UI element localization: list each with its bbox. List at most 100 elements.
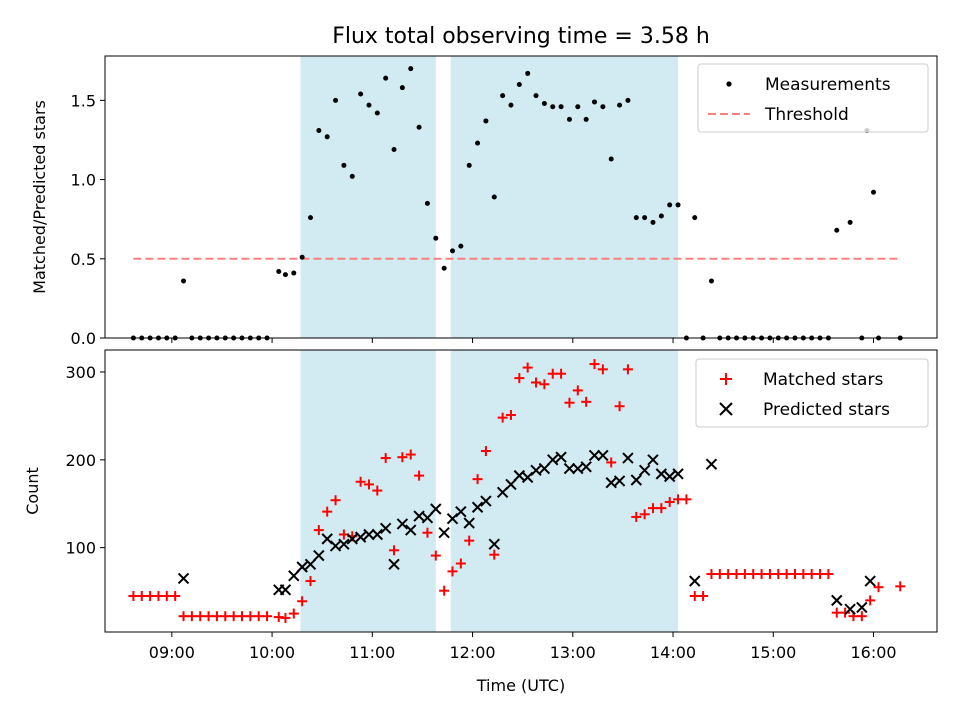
predicted-star-point: [530, 464, 542, 477]
y-tick-label: 100: [65, 539, 96, 558]
measurement-point: [333, 97, 339, 103]
measurement-point: [458, 243, 464, 249]
measurement-point: [533, 93, 539, 99]
predicted-star-point: [388, 558, 400, 571]
predicted-star-point: [547, 454, 559, 466]
predicted-star-point: [413, 510, 425, 522]
matched-star-point: [531, 377, 542, 388]
matched-star-point: [455, 558, 466, 569]
matched-star-point: [739, 569, 750, 580]
y-tick-label: 1.0: [71, 171, 96, 190]
legend-threshold-label: Threshold: [764, 105, 849, 125]
matched-star-point: [313, 525, 324, 536]
matched-star-point: [389, 545, 400, 556]
x-tick-label: 14:00: [650, 643, 696, 662]
predicted-star-point: [177, 572, 190, 585]
predicted-star-point: [844, 603, 856, 615]
top-plot: 0.0 0.5 1.0 1.5 Matched/Predicted stars Mea…: [30, 55, 938, 348]
measurement-point: [366, 102, 372, 108]
measurement-point: [416, 124, 422, 130]
observing-interval-shade: [450, 56, 679, 338]
predicted-star-point: [663, 470, 676, 483]
matched-star-point: [170, 590, 181, 601]
matched-star-point: [547, 368, 558, 379]
matched-star-point: [865, 595, 876, 606]
predicted-star-point: [588, 449, 601, 462]
predicted-star-point: [689, 575, 701, 587]
matched-star-point: [186, 611, 197, 622]
matched-star-point: [262, 611, 273, 622]
matched-star-point: [614, 401, 625, 412]
predicted-star-point: [580, 461, 592, 473]
legend-measurements-label: Measurements: [765, 75, 891, 95]
predicted-star-point: [455, 505, 467, 518]
matched-star-point: [489, 549, 500, 560]
matched-star-point: [253, 611, 264, 622]
matched-star-point: [355, 476, 366, 487]
measurement-point: [424, 200, 430, 206]
legend-predicted-marker: [719, 402, 733, 416]
matched-star-point: [606, 457, 617, 468]
y-tick-label: 200: [65, 451, 96, 470]
x-tick-label: 11:00: [349, 643, 395, 662]
x-tick-label: 12:00: [449, 643, 495, 662]
predicted-star-point: [279, 584, 292, 596]
matched-star-point: [178, 611, 189, 622]
predicted-star-point: [363, 528, 375, 541]
predicted-star-point: [296, 561, 308, 573]
predicted-star-point: [647, 454, 659, 466]
predicted-star-point: [705, 458, 718, 470]
measurement-point: [433, 235, 439, 241]
predicted-star-point: [630, 474, 642, 486]
matched-star-point: [572, 385, 583, 396]
matched-star-point: [873, 582, 884, 593]
legend-matched-marker: [720, 373, 732, 385]
bottom-legend: Matched stars Predicted stars: [695, 358, 929, 428]
matched-star-point: [764, 569, 775, 580]
measurement-point: [475, 140, 481, 146]
predicted-star-point: [864, 575, 876, 587]
measurement-point: [291, 270, 297, 276]
predicted-star-point: [346, 533, 358, 545]
predicted-star-point: [622, 452, 634, 464]
predicted-star-point: [605, 476, 617, 489]
matched-star-point: [422, 527, 433, 538]
measurement-point: [383, 75, 389, 81]
x-tick-label: 09:00: [149, 643, 195, 662]
predicted-star-point: [463, 517, 475, 529]
matched-star-point: [681, 494, 692, 505]
measurement-point: [608, 156, 614, 162]
measurement-point: [642, 215, 648, 221]
measurement-point: [374, 110, 380, 116]
matched-star-point: [723, 569, 734, 580]
x-tick-label: 10:00: [249, 643, 295, 662]
matched-star-point: [472, 474, 483, 485]
matched-star-point: [698, 590, 709, 601]
measurement-point: [282, 272, 288, 278]
matched-star-point: [236, 611, 247, 622]
measurement-point: [483, 118, 489, 124]
measurement-point: [708, 278, 714, 284]
measurement-point: [692, 215, 698, 221]
predicted-star-point: [313, 549, 325, 562]
x-axis-label: Time (UTC): [476, 676, 565, 695]
measurement-point: [650, 219, 656, 225]
predicted-star-point: [430, 503, 442, 515]
measurement-point: [324, 134, 330, 140]
y-tick-label: 300: [65, 363, 96, 382]
matched-star-point: [372, 485, 383, 496]
x-tick-label: 13:00: [550, 643, 596, 662]
predicted-star-point: [329, 540, 342, 552]
measurement-point: [575, 104, 581, 110]
measurement-point: [349, 173, 355, 179]
matched-star-point: [220, 611, 231, 622]
predicted-star-point: [405, 524, 417, 536]
matched-star-point: [748, 569, 759, 580]
measurement-point: [341, 162, 347, 168]
matched-star-point: [756, 569, 767, 580]
matched-star-point: [647, 503, 658, 514]
measurement-point: [491, 194, 497, 200]
matched-star-point: [211, 611, 222, 622]
matched-star-point: [245, 611, 256, 622]
